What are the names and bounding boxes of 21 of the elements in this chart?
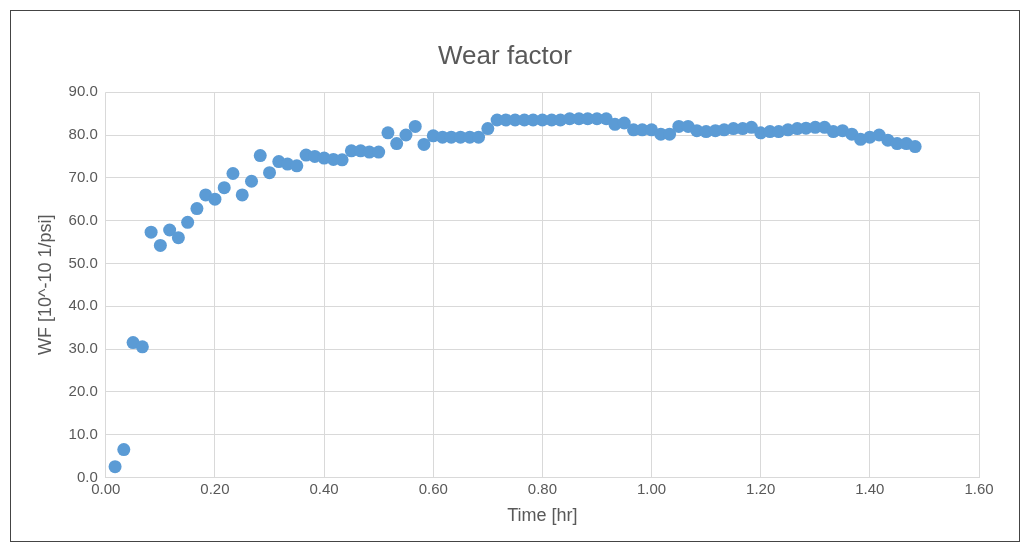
y-tick-label: 80.0 (68, 125, 98, 143)
y-axis-title: WF [10^-10 1/psi] (34, 214, 55, 356)
x-axis-title: Time [hr] (507, 505, 578, 526)
x-tick-label: 0.80 (527, 479, 557, 497)
x-tick-label: 1.20 (746, 479, 776, 497)
chart-title: Wear factor (438, 39, 573, 70)
x-tick-label: 0.40 (309, 479, 339, 497)
y-tick-label: 0.0 (76, 467, 98, 485)
y-tick-label: 70.0 (68, 167, 98, 185)
y-tick-label: 40.0 (68, 296, 98, 314)
x-tick-label: 1.00 (636, 479, 667, 497)
x-tick-label: 1.40 (855, 479, 885, 497)
y-tick-label: 10.0 (68, 424, 98, 442)
y-tick-label: 20.0 (68, 381, 98, 399)
y-tick-label: 90.0 (68, 82, 98, 100)
y-tick-label: 30.0 (68, 339, 98, 357)
y-tick-label: 60.0 (68, 210, 98, 228)
x-tick-label: 0.60 (418, 479, 448, 497)
x-tick-label: 1.60 (964, 479, 994, 497)
y-tick-label: 50.0 (68, 253, 98, 271)
x-tick-label: 0.20 (200, 479, 230, 497)
